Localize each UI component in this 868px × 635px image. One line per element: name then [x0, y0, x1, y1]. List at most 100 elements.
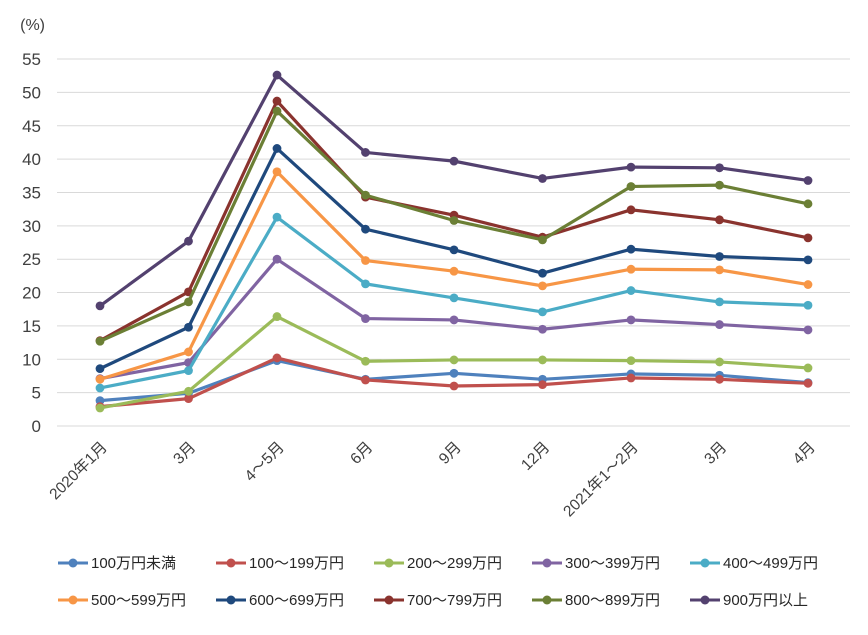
legend-marker-icon [374, 595, 404, 604]
series-0-point-4 [449, 368, 459, 378]
chart-plot-area: 0 5 10 15 20 25 30 35 40 45 50 55 (%) 2020年1月 3月 4～5月 6月… [20, 17, 850, 520]
y-axis-unit-label: (%) [20, 17, 45, 34]
x-axis-label-4: 9月 [436, 439, 465, 468]
series-3-point-4 [449, 315, 459, 325]
series-4-point-5 [538, 307, 547, 317]
series-9-point-0 [95, 301, 105, 311]
series-9-point-1 [184, 236, 193, 246]
series-9-point-3 [361, 148, 370, 157]
y-axis-tick-20: 20 [22, 284, 41, 303]
series-7-point-8 [803, 233, 813, 243]
series-2-point-1 [184, 386, 193, 396]
series-5-point-4 [449, 266, 459, 276]
series-8-point-6 [626, 182, 636, 191]
x-axis-label-5: 12月 [518, 439, 553, 474]
series-2-point-6 [626, 356, 636, 366]
series-4-point-7 [715, 297, 724, 307]
legend-item-8: 800～899万円 [531, 589, 689, 610]
series-4-point-6 [626, 286, 636, 295]
y-axis-tick-30: 30 [22, 217, 41, 236]
series-6-point-8 [803, 255, 813, 265]
series-7-point-6 [626, 205, 636, 215]
x-axis-label-2: 4～5月 [242, 439, 288, 485]
series-8-point-0 [95, 336, 105, 346]
series-8-point-5 [538, 235, 547, 245]
series-8-point-3 [361, 190, 370, 200]
y-axis-tick-5: 5 [32, 384, 41, 403]
series-9-point-6 [626, 162, 636, 172]
series-1-point-6 [626, 373, 636, 383]
series-9-point-5 [538, 174, 547, 183]
legend-label-2: 200～299万円 [407, 555, 503, 572]
series-line-6 [98, 146, 810, 371]
legend-item-7: 700～799万円 [373, 589, 531, 610]
series-5-point-1 [184, 347, 193, 357]
series-4-point-3 [361, 279, 370, 289]
series-8-point-8 [803, 199, 813, 209]
legend-item-9: 900万円以上 [689, 589, 847, 610]
x-axis-label-6: 2021年1～2月 [560, 438, 642, 520]
series-6-point-5 [538, 268, 547, 278]
series-1-point-1 [184, 394, 193, 404]
series-line-0 [98, 359, 810, 403]
series-8-point-1 [184, 297, 193, 307]
legend-marker-icon [58, 558, 88, 567]
legend-label-1: 100～199万円 [249, 555, 345, 572]
series-1-point-2 [272, 353, 282, 363]
series-9-point-8 [803, 176, 813, 185]
legend-marker-icon [532, 558, 562, 567]
y-axis-tick-50: 50 [22, 83, 41, 102]
series-6-point-0 [95, 364, 105, 374]
series-8-point-2 [272, 106, 282, 116]
y-axis-tick-45: 45 [22, 117, 41, 136]
series-6-point-4 [449, 245, 459, 255]
series-5-point-5 [538, 281, 547, 291]
series-8-point-4 [449, 216, 459, 225]
x-axis-label-1: 3月 [170, 439, 199, 468]
legend-item-0: 100万円未満 [57, 552, 215, 573]
series-1-point-4 [449, 381, 459, 391]
series-5-point-6 [626, 264, 636, 274]
series-5-point-2 [272, 167, 282, 177]
series-5-point-0 [95, 374, 105, 384]
series-4-point-8 [803, 300, 813, 310]
series-1-point-5 [538, 380, 547, 390]
legend-label-4: 400～499万円 [723, 555, 819, 572]
x-axis-label-7: 3月 [701, 439, 730, 468]
series-4-point-0 [95, 383, 105, 393]
chart-legend: 100万円未満 100～199万円 200～299万円 300～399万円 400～49… [57, 552, 857, 610]
series-7-point-7 [715, 215, 724, 225]
series-6-point-2 [272, 144, 282, 153]
y-axis-tick-25: 25 [22, 250, 41, 269]
legend-label-8: 800～899万円 [565, 592, 661, 609]
series-4-point-1 [184, 366, 193, 376]
series-1-point-8 [803, 378, 813, 388]
series-7-point-2 [272, 96, 282, 106]
series-3-point-3 [361, 314, 370, 323]
legend-marker-icon [690, 595, 720, 604]
y-axis-tick-0: 0 [32, 417, 41, 436]
series-2-point-4 [449, 355, 459, 365]
legend-item-4: 400～499万円 [689, 552, 847, 573]
legend-marker-icon [216, 558, 246, 567]
series-4-point-4 [449, 293, 459, 303]
series-9-point-4 [449, 156, 459, 166]
series-3-point-8 [803, 325, 813, 335]
legend-marker-icon [690, 558, 720, 567]
series-5-point-3 [361, 256, 370, 265]
x-axis-label-8: 4月 [790, 439, 819, 468]
series-6-point-3 [361, 224, 370, 234]
series-1-point-7 [715, 374, 724, 384]
series-3-point-6 [626, 315, 636, 325]
series-2-point-5 [538, 355, 547, 365]
x-axis-label-3: 6月 [347, 439, 376, 468]
legend-marker-icon [374, 558, 404, 567]
series-8-point-7 [715, 180, 724, 190]
series-1-point-3 [361, 375, 370, 385]
legend-label-0: 100万円未満 [91, 555, 177, 572]
legend-item-3: 300～399万円 [531, 552, 689, 573]
legend-label-9: 900万円以上 [723, 592, 809, 609]
series-2-point-0 [95, 403, 105, 413]
series-6-point-6 [626, 244, 636, 254]
